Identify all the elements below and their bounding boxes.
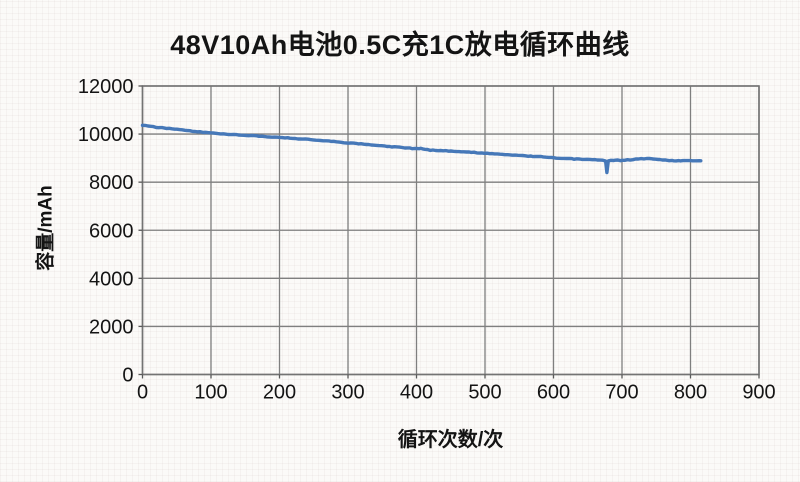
x-tick-label: 600 [537, 382, 570, 404]
y-tick-label: 8000 [89, 172, 134, 194]
x-tick-label: 900 [742, 382, 775, 404]
y-tick-label: 2000 [89, 316, 134, 338]
x-tick-label: 100 [194, 382, 227, 404]
x-tick-label: 500 [468, 382, 501, 404]
y-tick-label: 4000 [89, 268, 134, 290]
y-tick-label: 10000 [78, 124, 134, 146]
x-tick-label: 200 [263, 382, 296, 404]
x-tick-label: 800 [674, 382, 707, 404]
x-tick-label: 0 [137, 382, 148, 404]
x-tick-label: 400 [400, 382, 433, 404]
y-tick-label: 6000 [89, 220, 134, 242]
y-tick-label: 0 [122, 365, 133, 387]
x-axis-title: 循环次数/次 [397, 429, 504, 451]
capacity-curve [140, 123, 703, 175]
y-tick-label: 12000 [78, 76, 134, 98]
chart-title: 48V10Ah电池0.5C充1C放电循环曲线 [170, 30, 630, 60]
x-tick-label: 300 [331, 382, 364, 404]
x-tick-label: 700 [605, 382, 638, 404]
